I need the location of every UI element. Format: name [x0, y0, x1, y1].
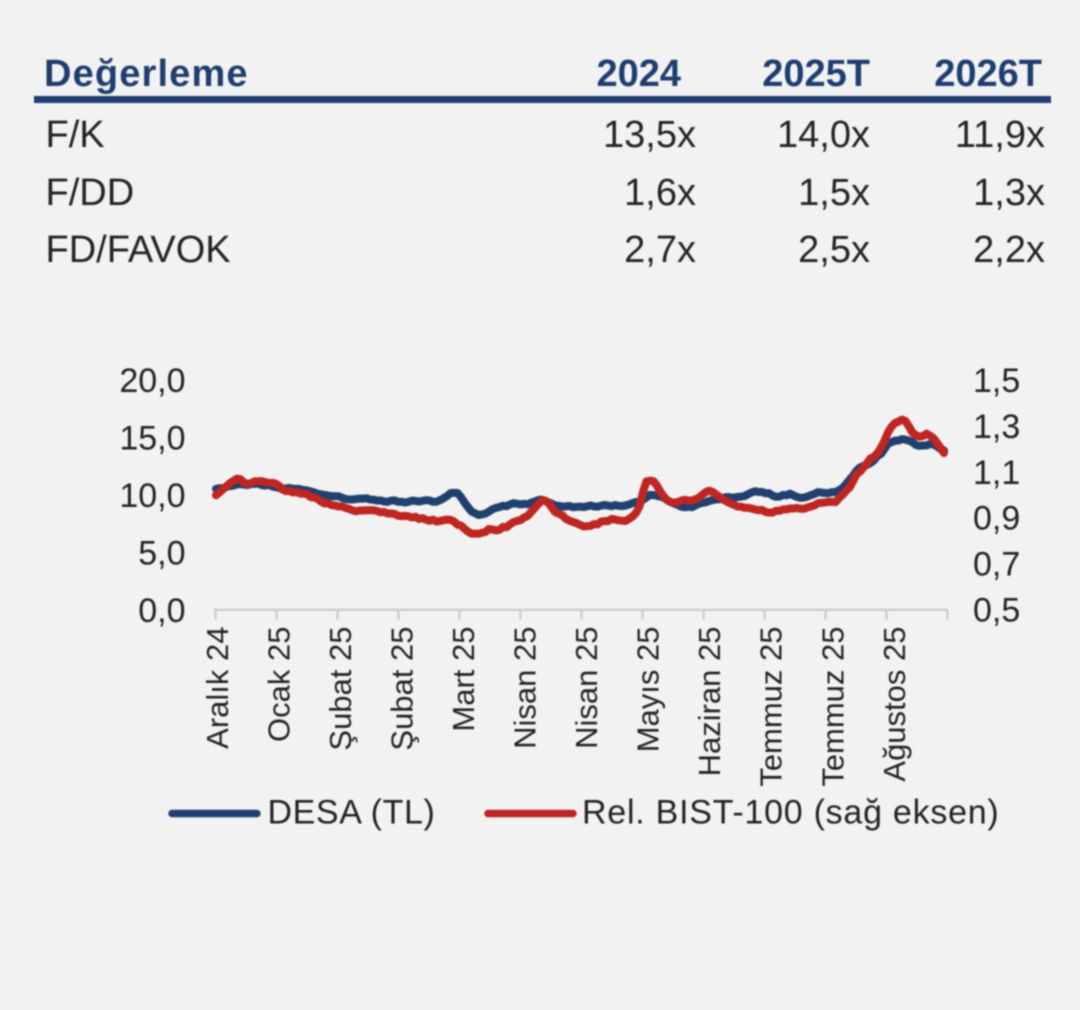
svg-text:FD/FAVOK: FD/FAVOK: [46, 229, 231, 271]
svg-text:Değerleme: Değerleme: [44, 53, 249, 95]
svg-text:Temmuz 25: Temmuz 25: [754, 627, 789, 787]
svg-text:1,1: 1,1: [973, 454, 1020, 492]
svg-text:11,9x: 11,9x: [955, 114, 1045, 156]
svg-text:0,7: 0,7: [973, 546, 1020, 584]
svg-text:DESA (TL): DESA (TL): [268, 794, 436, 832]
svg-text:2025T: 2025T: [762, 53, 870, 95]
svg-text:2026T: 2026T: [934, 53, 1042, 95]
svg-text:0,5: 0,5: [973, 592, 1020, 630]
svg-text:Mart 25: Mart 25: [446, 627, 481, 732]
svg-text:15,0: 15,0: [119, 419, 185, 457]
svg-text:2,2x: 2,2x: [973, 229, 1045, 271]
svg-text:13,5x: 13,5x: [603, 114, 696, 156]
svg-text:14,0x: 14,0x: [777, 114, 870, 156]
svg-text:0,0: 0,0: [138, 592, 185, 630]
svg-text:2,5x: 2,5x: [798, 229, 870, 271]
svg-text:20,0: 20,0: [119, 362, 185, 400]
svg-text:Aralık 24: Aralık 24: [200, 627, 235, 749]
svg-text:0,9: 0,9: [973, 500, 1020, 538]
svg-text:2024: 2024: [596, 53, 681, 95]
svg-text:Temmuz 25: Temmuz 25: [815, 627, 850, 787]
svg-text:5,0: 5,0: [138, 534, 185, 572]
svg-text:Haziran 25: Haziran 25: [692, 627, 727, 777]
svg-text:1,5x: 1,5x: [798, 172, 870, 214]
svg-text:F/K: F/K: [46, 114, 105, 156]
svg-text:Ocak 25: Ocak 25: [261, 627, 296, 742]
svg-text:1,6x: 1,6x: [624, 172, 696, 214]
svg-text:Mayıs 25: Mayıs 25: [631, 627, 666, 753]
svg-text:10,0: 10,0: [119, 477, 185, 515]
svg-text:Nisan 25: Nisan 25: [569, 627, 604, 749]
svg-text:Nisan 25: Nisan 25: [508, 627, 543, 749]
svg-text:F/DD: F/DD: [46, 172, 135, 214]
svg-text:1,3: 1,3: [973, 408, 1020, 446]
svg-text:2,7x: 2,7x: [624, 229, 696, 271]
svg-text:1,5: 1,5: [973, 362, 1020, 400]
svg-text:Ağustos 25: Ağustos 25: [877, 627, 912, 782]
svg-text:1,3x: 1,3x: [973, 172, 1045, 214]
svg-text:Rel. BIST-100 (sağ eksen): Rel. BIST-100 (sağ eksen): [582, 794, 1000, 832]
svg-text:Şubat 25: Şubat 25: [323, 627, 358, 751]
svg-text:Şubat 25: Şubat 25: [384, 627, 419, 751]
